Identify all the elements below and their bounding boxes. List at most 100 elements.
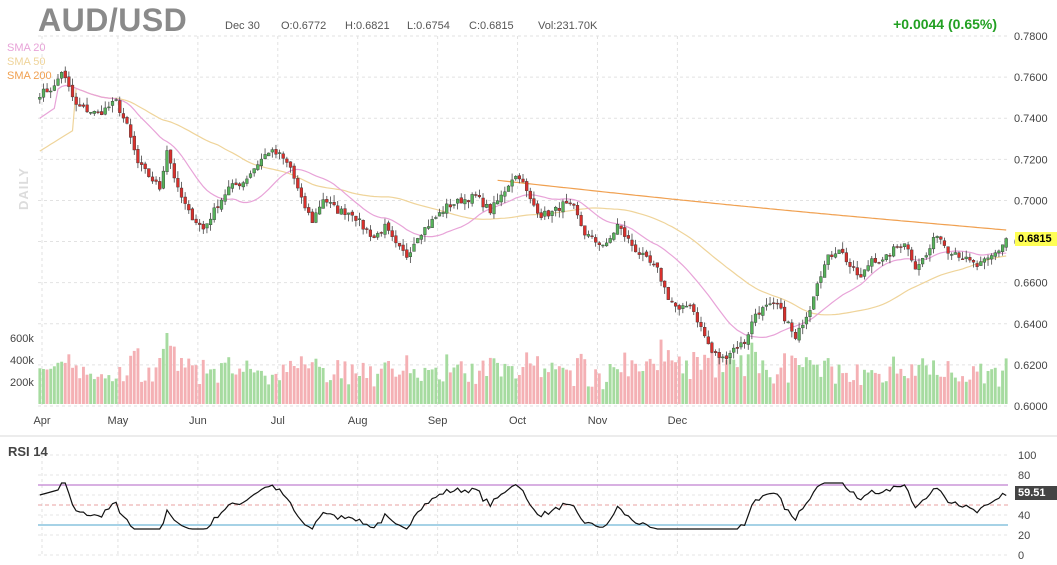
candle-body <box>852 266 856 268</box>
candle-body <box>41 88 46 98</box>
candle-body <box>274 149 278 155</box>
candle-body <box>248 173 253 178</box>
candle-body <box>699 322 703 327</box>
volume-bar <box>699 369 703 404</box>
candle-body <box>488 204 492 214</box>
candle-body <box>873 258 877 263</box>
volume-bar <box>935 374 939 404</box>
volume-bar <box>438 379 441 404</box>
candle-body <box>586 234 590 237</box>
candle-body <box>666 287 670 300</box>
volume-bar <box>547 372 550 404</box>
candle-body <box>946 246 950 254</box>
candle-body <box>38 96 42 100</box>
volume-bar <box>456 364 460 404</box>
volume-bar <box>485 376 489 404</box>
volume-bar <box>379 368 383 404</box>
candle-body <box>427 226 431 229</box>
volume-bar <box>56 362 60 404</box>
volume-bar <box>659 339 663 404</box>
volume-bar <box>321 368 325 404</box>
candle-body <box>597 242 601 245</box>
volume-bar <box>648 358 652 404</box>
sma50-line <box>39 87 1007 316</box>
candle-body <box>92 110 96 114</box>
volume-bar <box>45 369 49 404</box>
candle-body <box>132 135 136 151</box>
candle-body <box>372 235 376 238</box>
candle-body <box>158 181 162 190</box>
volume-bar <box>786 382 790 404</box>
candle-body <box>724 355 729 359</box>
volume-bar <box>568 370 572 404</box>
volume-bar <box>975 371 979 404</box>
last-price-tag: 0.6815 <box>1015 232 1057 246</box>
volume-bar <box>118 367 122 404</box>
volume-bar <box>270 374 274 404</box>
volume-bar <box>132 350 136 404</box>
volume-bar <box>467 381 470 404</box>
candle-body <box>161 170 165 189</box>
candle-body <box>339 208 343 215</box>
rsi-tick-label: 100 <box>1018 450 1036 462</box>
candle-body <box>110 100 115 106</box>
candle-body <box>74 96 78 105</box>
candle-body <box>168 149 173 164</box>
price-tick-label: 0.6600 <box>1014 278 1048 290</box>
candle-body <box>481 197 485 208</box>
candle-body <box>659 268 663 282</box>
volume-bar <box>125 375 129 404</box>
volume-bar <box>873 372 877 404</box>
volume-bar <box>169 345 172 404</box>
axis-labels: 0.78000.76000.74000.72000.70000.68000.66… <box>10 31 1048 562</box>
volume-bar <box>303 364 307 404</box>
candle-body <box>292 165 296 179</box>
candle-body <box>837 249 841 254</box>
volume-bar <box>779 367 783 404</box>
candle-body <box>768 303 772 305</box>
candle-body <box>823 264 827 278</box>
candle-body <box>147 168 151 177</box>
candle-body <box>314 212 318 223</box>
candle-body <box>227 186 231 196</box>
candle-body <box>953 252 957 255</box>
volume-bar <box>278 380 281 404</box>
volume-bar <box>586 386 590 404</box>
volume-bar <box>670 360 674 404</box>
candle-body <box>579 215 583 226</box>
volume-bar <box>608 364 612 404</box>
candle-body <box>706 336 710 345</box>
volume-bar <box>576 358 579 404</box>
volume-bar <box>492 358 496 404</box>
volume-bar <box>267 384 271 404</box>
volume-bar <box>390 368 394 404</box>
candle-body <box>663 280 667 288</box>
candle-body <box>732 347 736 353</box>
volume-bar <box>768 377 772 404</box>
candle-body <box>390 230 394 237</box>
volume-bar <box>281 364 285 404</box>
candle-body <box>957 252 961 258</box>
sma200-line <box>497 179 1007 231</box>
candle-body <box>45 88 49 93</box>
volume-bar <box>521 367 525 404</box>
sma-lines <box>39 84 1007 339</box>
volume-bar <box>372 386 376 404</box>
candle-body <box>347 212 351 215</box>
candle-body <box>546 210 551 217</box>
candle-body <box>681 305 685 309</box>
volume-bar <box>292 366 296 404</box>
candle-body <box>652 263 656 266</box>
candle-body <box>212 207 216 220</box>
candle-body <box>644 251 649 257</box>
candle-body <box>532 198 536 206</box>
candle-body <box>307 207 311 213</box>
volume-bar <box>343 361 347 404</box>
volume-bar <box>325 382 329 404</box>
candle-body <box>808 310 812 317</box>
candle-body <box>466 200 471 203</box>
candle-body <box>278 152 282 154</box>
candle-body <box>761 307 765 316</box>
volume-bar <box>416 377 420 404</box>
